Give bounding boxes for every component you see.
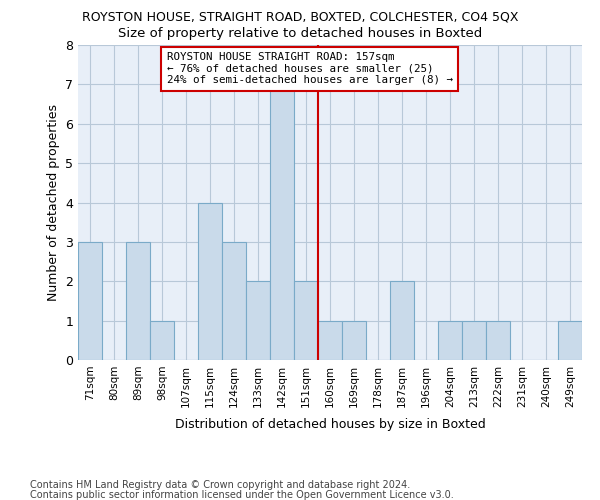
Y-axis label: Number of detached properties: Number of detached properties (47, 104, 59, 301)
Bar (78, 242, 102, 360)
X-axis label: Distribution of detached houses by size in Boxted: Distribution of detached houses by size … (175, 418, 485, 431)
Bar (462, 320, 486, 360)
Text: ROYSTON HOUSE, STRAIGHT ROAD, BOXTED, COLCHESTER, CO4 5QX: ROYSTON HOUSE, STRAIGHT ROAD, BOXTED, CO… (82, 10, 518, 23)
Bar (390, 281, 414, 360)
Bar (294, 281, 318, 360)
Bar (486, 320, 510, 360)
Bar (246, 281, 270, 360)
Bar (558, 320, 582, 360)
Bar (342, 320, 366, 360)
Bar (198, 202, 222, 360)
Text: Size of property relative to detached houses in Boxted: Size of property relative to detached ho… (118, 28, 482, 40)
Text: Contains public sector information licensed under the Open Government Licence v3: Contains public sector information licen… (30, 490, 454, 500)
Text: ROYSTON HOUSE STRAIGHT ROAD: 157sqm
← 76% of detached houses are smaller (25)
24: ROYSTON HOUSE STRAIGHT ROAD: 157sqm ← 76… (167, 52, 453, 86)
Bar (222, 242, 246, 360)
Bar (318, 320, 342, 360)
Bar (150, 320, 174, 360)
Bar (438, 320, 462, 360)
Text: Contains HM Land Registry data © Crown copyright and database right 2024.: Contains HM Land Registry data © Crown c… (30, 480, 410, 490)
Bar (126, 242, 150, 360)
Bar (270, 84, 294, 360)
